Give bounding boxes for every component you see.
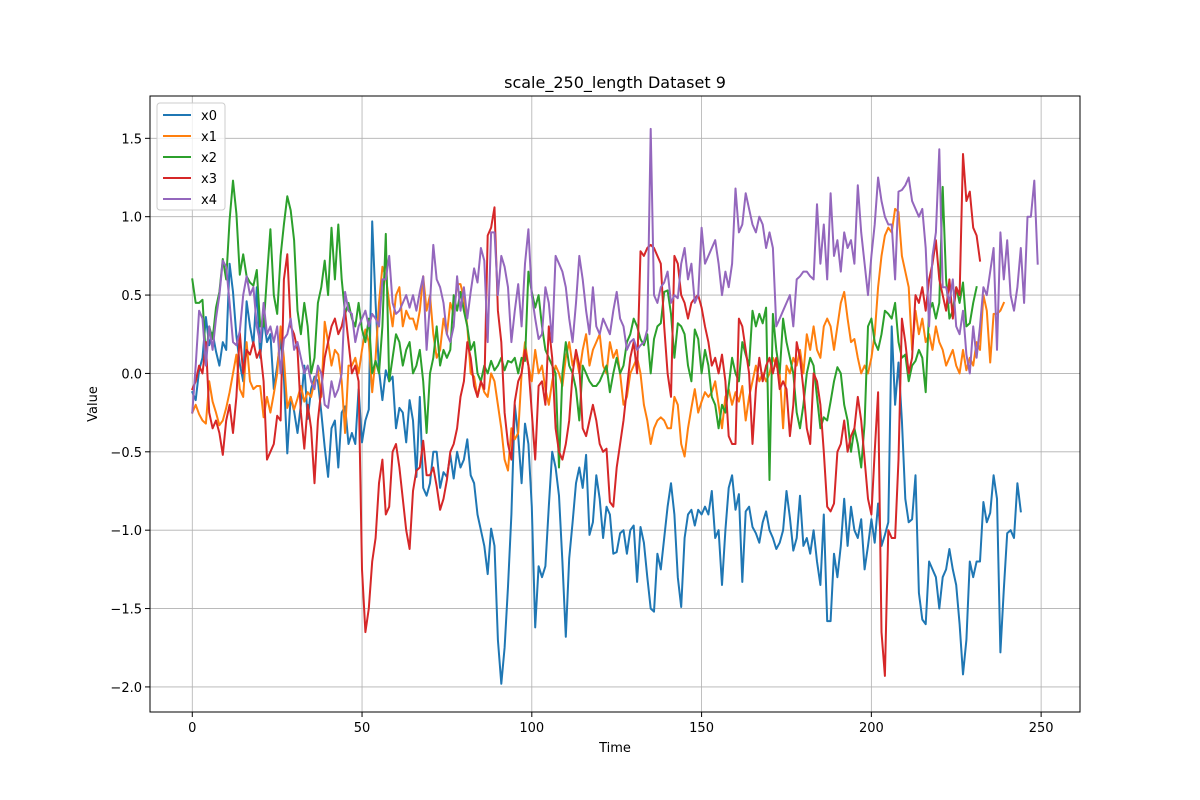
series-line-x4 xyxy=(191,127,1039,414)
series-lines xyxy=(190,127,1039,685)
x-tick-label: 50 xyxy=(354,721,371,736)
legend-label-x3: x3 xyxy=(201,172,217,187)
legend-label-x4: x4 xyxy=(201,193,217,208)
series-line-x2 xyxy=(191,179,978,481)
x-axis-label: Time xyxy=(598,741,631,756)
legend: x0 x1 x2 x3 x4 xyxy=(156,102,226,211)
chart-title: scale_250_length Dataset 9 xyxy=(504,73,726,93)
y-tick-label: 1.0 xyxy=(121,211,142,226)
y-axis-label: Value xyxy=(86,386,101,422)
x-tick-label: 200 xyxy=(859,721,884,736)
y-tick-label: −1.5 xyxy=(110,603,142,618)
series-line-x1 xyxy=(190,207,1006,472)
y-tick-label: −0.5 xyxy=(110,446,142,461)
x-tick-label: 250 xyxy=(1029,721,1054,736)
x-tick-label: 0 xyxy=(188,721,196,736)
y-tick-label: 0.5 xyxy=(121,289,142,304)
y-tick-label: 1.5 xyxy=(121,132,142,147)
series-line-x0 xyxy=(190,220,1022,685)
x-tick-label: 150 xyxy=(689,721,714,736)
plot-area-frame xyxy=(149,95,1081,713)
axis-ticks: 0 50 100 150 200 250 −2.0 −1.5 −1.0 −0.5 0.0 0.5 1.0… xyxy=(110,132,1053,736)
y-tick-label: −1.0 xyxy=(110,524,142,539)
x-tick-label: 100 xyxy=(519,721,544,736)
legend-label-x0: x0 xyxy=(201,109,217,124)
legend-label-x1: x1 xyxy=(201,130,217,145)
y-tick-label: 0.0 xyxy=(121,367,142,382)
legend-label-x2: x2 xyxy=(201,151,217,166)
series-line-x3 xyxy=(190,153,982,677)
y-tick-label: −2.0 xyxy=(110,681,142,696)
